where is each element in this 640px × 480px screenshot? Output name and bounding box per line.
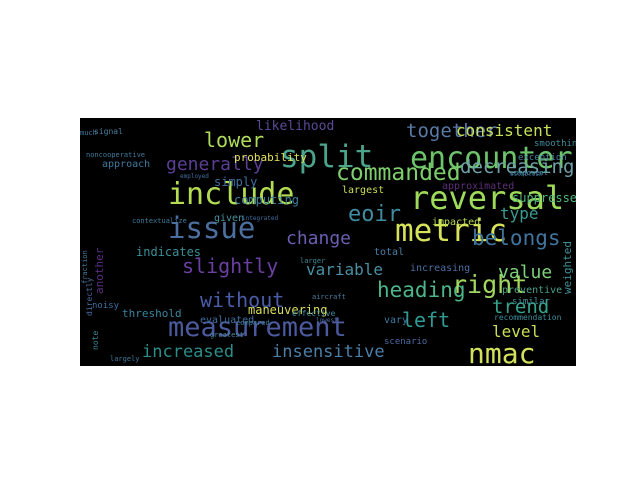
cloud-word-approach: approach (102, 159, 151, 170)
cloud-word-lowest: lowest (316, 317, 338, 324)
cloud-word-smoothing: smoothing (534, 139, 576, 149)
cloud-word-approximated: approximated (442, 181, 515, 192)
cloud-word-generally: generally (166, 154, 264, 175)
cloud-word-together: together (406, 120, 498, 142)
cloud-word-slightly: slightly (182, 254, 279, 278)
cloud-word-preventive: preventive (502, 285, 563, 296)
cloud-word-effective: effective (292, 309, 336, 318)
cloud-word-include: include (168, 177, 295, 212)
cloud-word-establish: establish (510, 171, 543, 178)
cloud-word-split: split (280, 139, 374, 175)
cloud-word-fraction: fraction (81, 250, 89, 284)
cloud-word-right: right (452, 270, 528, 299)
cloud-word-noisy: noisy (92, 301, 120, 311)
cloud-word-insensitive: insensitive (272, 342, 385, 362)
cloud-word-similar: similar (512, 297, 550, 307)
cloud-word-without: without (200, 288, 285, 312)
cloud-word-lower: lower (204, 128, 265, 152)
cloud-word-recommendation: recommendation (494, 313, 562, 322)
cloud-word-value: value (498, 262, 553, 283)
cloud-word-likelihood: likelihood (256, 119, 335, 134)
cloud-word-consistent: consistent (456, 121, 553, 140)
cloud-word-suppressed: suppressed (512, 191, 576, 205)
cloud-word-left: left (402, 308, 451, 332)
cloud-word-vary: vary (384, 315, 409, 326)
cloud-word-commanded: commanded (336, 160, 461, 186)
cloud-word-encounter: encounter (410, 141, 573, 176)
cloud-word-exception: exception (518, 153, 567, 163)
cloud-word-type: type (500, 204, 539, 223)
cloud-word-issue: issue (168, 211, 256, 245)
cloud-word-belongs: belongs (472, 226, 561, 250)
word-cloud: encounter reversal split metric include issue… (80, 118, 576, 366)
cloud-word-variable: variable (306, 260, 384, 279)
cloud-word-probability: probability (234, 151, 307, 164)
cloud-word-larger: larger (300, 257, 326, 265)
cloud-word-weighted: weighted (561, 241, 574, 294)
cloud-word-maneuvering: maneuvering (248, 303, 328, 317)
cloud-word-simply: simply (214, 175, 258, 189)
cloud-word-decreasing: decreasing (460, 156, 575, 178)
cloud-word-largest: largest (342, 185, 385, 196)
cloud-word-change: change (286, 228, 352, 249)
cloud-word-compared: compared (236, 319, 270, 327)
cloud-word-metric: metric (395, 213, 507, 249)
cloud-word-given: given (214, 213, 245, 224)
cloud-word-increasing: increasing (410, 263, 471, 274)
cloud-word-another: another (93, 247, 106, 294)
cloud-word-nmac: nmac (468, 337, 536, 367)
cloud-word-aircraft: aircraft (312, 293, 346, 301)
cloud-word-reversal: reversal (410, 179, 565, 217)
cloud-word-increased: increased (142, 342, 235, 362)
cloud-word-employed: employed (180, 173, 209, 180)
cloud-word-note: note (91, 330, 100, 350)
cloud-word-much: much (80, 129, 97, 137)
cloud-word-scenario: scenario (384, 337, 428, 347)
cloud-word-computing: computing (234, 193, 300, 207)
cloud-word-heading: heading (377, 278, 466, 302)
cloud-word-threshold: threshold (122, 307, 182, 320)
cloud-word-total: total (374, 247, 405, 258)
cloud-word-impacted: impacted (432, 217, 481, 228)
cloud-word-indicates: indicates (136, 245, 202, 259)
cloud-word-trend: trend (492, 296, 550, 318)
cloud-word-signal: signal (94, 127, 123, 136)
cloud-word-level: level (492, 322, 541, 341)
cloud-word-contextualize: contextualize (132, 217, 187, 225)
cloud-word-integrated: integrated (242, 215, 279, 222)
cloud-word-component: component (510, 169, 548, 177)
cloud-word-evaluated: evaluated (200, 315, 255, 326)
cloud-word-largely: largely (110, 355, 140, 363)
cloud-word-greatest: greatest (210, 331, 244, 339)
cloud-word-noncooperative: noncooperative (86, 151, 146, 159)
cloud-word-eoir: eoir (348, 202, 401, 227)
cloud-word-measurement: measurement (168, 312, 347, 343)
